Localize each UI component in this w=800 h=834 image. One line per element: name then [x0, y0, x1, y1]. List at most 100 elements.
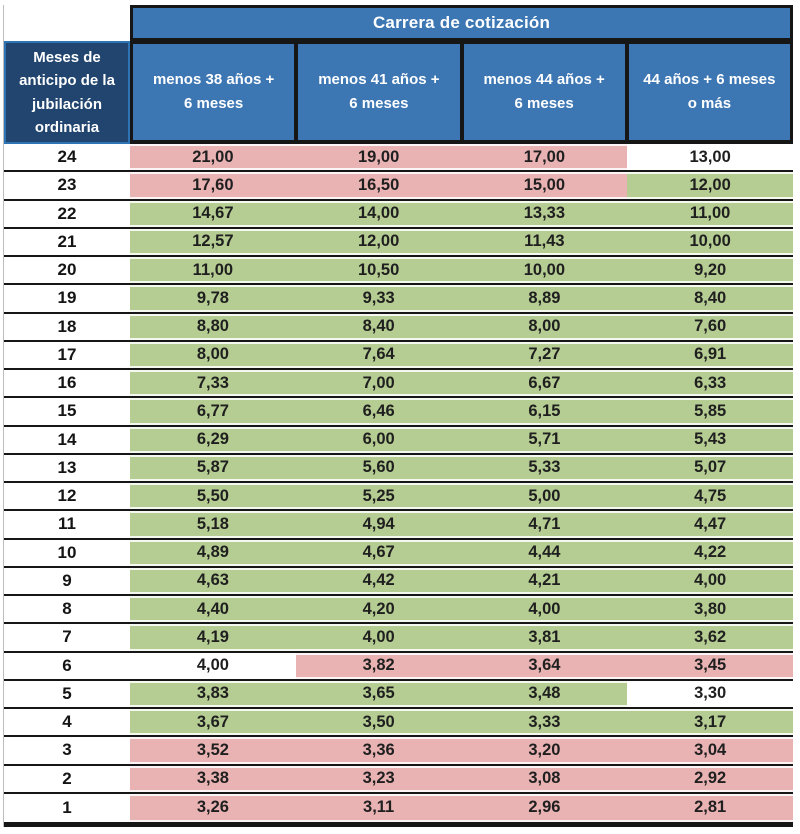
table-cell: 4,63 [130, 567, 296, 594]
table-cell: 14,67 [130, 200, 296, 227]
table-cell: 4,42 [295, 567, 462, 594]
table-cell: 6,15 [461, 398, 628, 425]
table-cell: 4,40 [130, 596, 296, 623]
table-cell: 9,20 [627, 257, 793, 284]
table-cell: 6,77 [130, 398, 296, 425]
table-cell: 4,00 [130, 652, 296, 679]
row-months: 3 [4, 737, 130, 764]
table-cell: 4,20 [295, 596, 462, 623]
table-cell: 3,50 [295, 709, 462, 736]
table-bottom-border [4, 822, 793, 827]
table-cell: 6,33 [627, 370, 793, 397]
table-cell: 6,00 [295, 426, 462, 453]
row-months: 2 [4, 765, 130, 792]
table-cell: 4,44 [461, 539, 628, 566]
row-months: 4 [4, 709, 130, 736]
table-cell: 4,47 [627, 511, 793, 538]
table-cell: 10,00 [627, 228, 793, 255]
row-months: 11 [4, 511, 130, 538]
row-months: 23 [4, 172, 130, 199]
table-cell: 5,71 [461, 426, 628, 453]
row-months: 22 [4, 200, 130, 227]
table-row: 3 3,52 3,36 3,20 3,04 [4, 737, 793, 766]
table-cell: 7,27 [461, 341, 628, 368]
table-cell: 5,07 [627, 454, 793, 481]
table-cell: 5,43 [627, 426, 793, 453]
row-months: 19 [4, 285, 130, 312]
cotization-table: Carrera de cotización Meses de anticipo … [3, 5, 793, 827]
table-cell: 3,04 [627, 737, 793, 764]
row-months: 15 [4, 398, 130, 425]
row-months: 1 [4, 793, 130, 822]
table-cell: 5,33 [461, 454, 628, 481]
table-cell: 2,92 [627, 765, 793, 792]
table-cell: 5,25 [295, 483, 462, 510]
table-cell: 17,60 [130, 172, 296, 199]
table-cell: 3,82 [295, 652, 462, 679]
table-cell: 8,80 [130, 313, 296, 340]
table-cell: 4,00 [627, 567, 793, 594]
table-row: 7 4,19 4,00 3,81 3,62 [4, 624, 793, 653]
table-row: 19 9,78 9,33 8,89 8,40 [4, 285, 793, 314]
table-cell: 19,00 [295, 144, 462, 171]
table-cell: 7,64 [295, 341, 462, 368]
table-cell: 6,46 [295, 398, 462, 425]
table-cell: 11,00 [130, 257, 296, 284]
table-cell: 6,91 [627, 341, 793, 368]
table-cell: 4,75 [627, 483, 793, 510]
table-row: 12 5,50 5,25 5,00 4,75 [4, 483, 793, 512]
table-cell: 4,00 [461, 596, 628, 623]
table-cell: 9,78 [130, 285, 296, 312]
table-row: 24 21,00 19,00 17,00 13,00 [4, 144, 793, 173]
table-cell: 8,89 [461, 285, 628, 312]
table-cell: 5,60 [295, 454, 462, 481]
row-months: 12 [4, 483, 130, 510]
table-cell: 3,81 [461, 624, 628, 651]
table-row: 15 6,77 6,46 6,15 5,85 [4, 398, 793, 427]
row-months: 20 [4, 257, 130, 284]
table-body: 24 21,00 19,00 17,00 13,00 23 17,60 16,5… [4, 144, 793, 822]
table-cell: 8,00 [130, 341, 296, 368]
table-cell: 13,33 [461, 200, 628, 227]
table-cell: 7,33 [130, 370, 296, 397]
table-row: 10 4,89 4,67 4,44 4,22 [4, 539, 793, 568]
table-cell: 3,45 [627, 652, 793, 679]
table-cell: 10,00 [461, 257, 628, 284]
table-cell: 4,67 [295, 539, 462, 566]
column-header-menos-38: menos 38 años + 6 meses [133, 44, 295, 140]
table-cell: 4,22 [627, 539, 793, 566]
table-cell: 4,71 [461, 511, 628, 538]
table-cell: 5,00 [461, 483, 628, 510]
table-cell: 3,52 [130, 737, 296, 764]
table-row: 1 3,26 3,11 2,96 2,81 [4, 793, 793, 822]
table-row: 17 8,00 7,64 7,27 6,91 [4, 341, 793, 370]
table-cell: 2,81 [627, 793, 793, 822]
table-cell: 3,64 [461, 652, 628, 679]
table-cell: 3,38 [130, 765, 296, 792]
table-cell: 4,19 [130, 624, 296, 651]
table-cell: 11,43 [461, 228, 628, 255]
table-cell: 5,87 [130, 454, 296, 481]
table-cell: 4,00 [295, 624, 462, 651]
table-cell: 3,83 [130, 680, 296, 707]
table-cell: 3,08 [461, 765, 628, 792]
table-cell: 5,18 [130, 511, 296, 538]
table-cell: 16,50 [295, 172, 462, 199]
table-cell: 3,36 [295, 737, 462, 764]
row-months: 16 [4, 370, 130, 397]
table-cell: 7,60 [627, 313, 793, 340]
table-row: 9 4,63 4,42 4,21 4,00 [4, 567, 793, 596]
table-row: 2 3,38 3,23 3,08 2,92 [4, 765, 793, 794]
table-row: 23 17,60 16,50 15,00 12,00 [4, 172, 793, 201]
table-cell: 8,40 [627, 285, 793, 312]
table-row: 11 5,18 4,94 4,71 4,47 [4, 511, 793, 540]
row-months: 9 [4, 567, 130, 594]
table-cell: 11,00 [627, 200, 793, 227]
corner-spacer [4, 5, 130, 41]
table-cell: 3,17 [627, 709, 793, 736]
table-cell: 21,00 [130, 144, 296, 171]
row-months: 6 [4, 652, 130, 679]
row-axis-header: Meses de anticipo de la jubilación ordin… [4, 41, 130, 144]
row-months: 17 [4, 341, 130, 368]
